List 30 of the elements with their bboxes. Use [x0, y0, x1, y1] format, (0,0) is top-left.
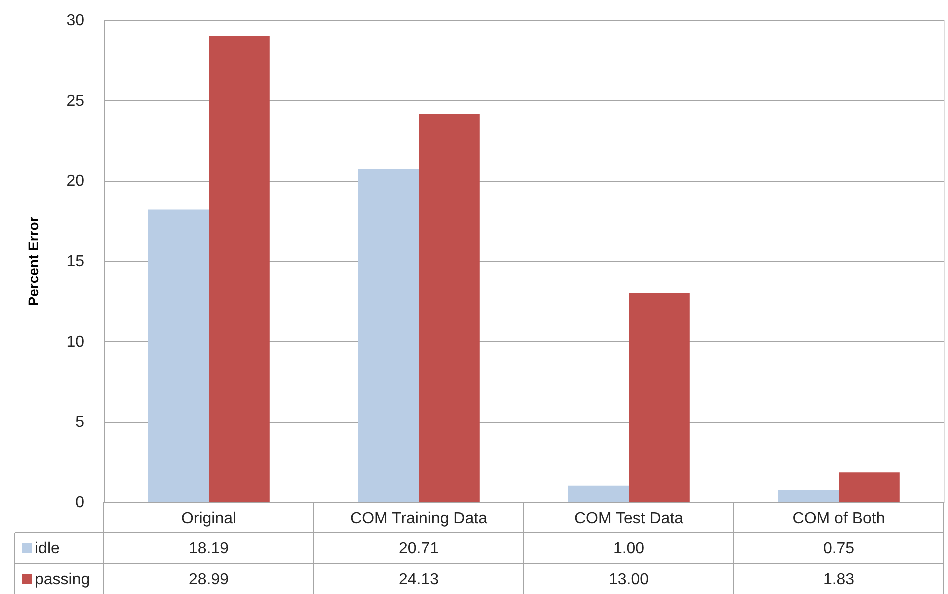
bar — [839, 472, 900, 502]
data-label: 13.00 — [608, 572, 650, 588]
bar — [568, 486, 629, 502]
data-label: 28.99 — [188, 572, 230, 588]
data-label: 18.19 — [188, 540, 230, 558]
bar — [629, 293, 690, 502]
bar — [419, 114, 480, 502]
bar — [148, 210, 209, 502]
data-label: 0.75 — [823, 540, 855, 558]
y-tick-label: 10 — [66, 334, 85, 351]
bar — [209, 36, 270, 502]
y-axis-title: Percent Error — [26, 216, 42, 306]
y-tick-label: 20 — [66, 173, 85, 190]
x-tick-label: COM of Both — [792, 510, 886, 528]
x-tick-label: COM Training Data — [350, 510, 488, 528]
y-tick-label: 0 — [76, 494, 85, 512]
data-label: 24.13 — [398, 572, 440, 588]
legend-label: passing — [35, 572, 90, 588]
x-tick-label: COM Test Data — [574, 510, 684, 528]
bar — [358, 169, 419, 502]
y-tick-label: 30 — [66, 12, 85, 30]
y-tick-label: 5 — [76, 414, 85, 432]
y-tick-label: 15 — [66, 254, 85, 270]
data-label: 1.00 — [613, 540, 645, 558]
data-label: 20.71 — [398, 540, 440, 558]
bar — [778, 490, 839, 502]
data-label: 1.83 — [823, 572, 855, 588]
legend-label: idle — [35, 540, 60, 558]
y-tick-label: 25 — [66, 92, 85, 110]
x-tick-label: Original — [181, 510, 237, 528]
